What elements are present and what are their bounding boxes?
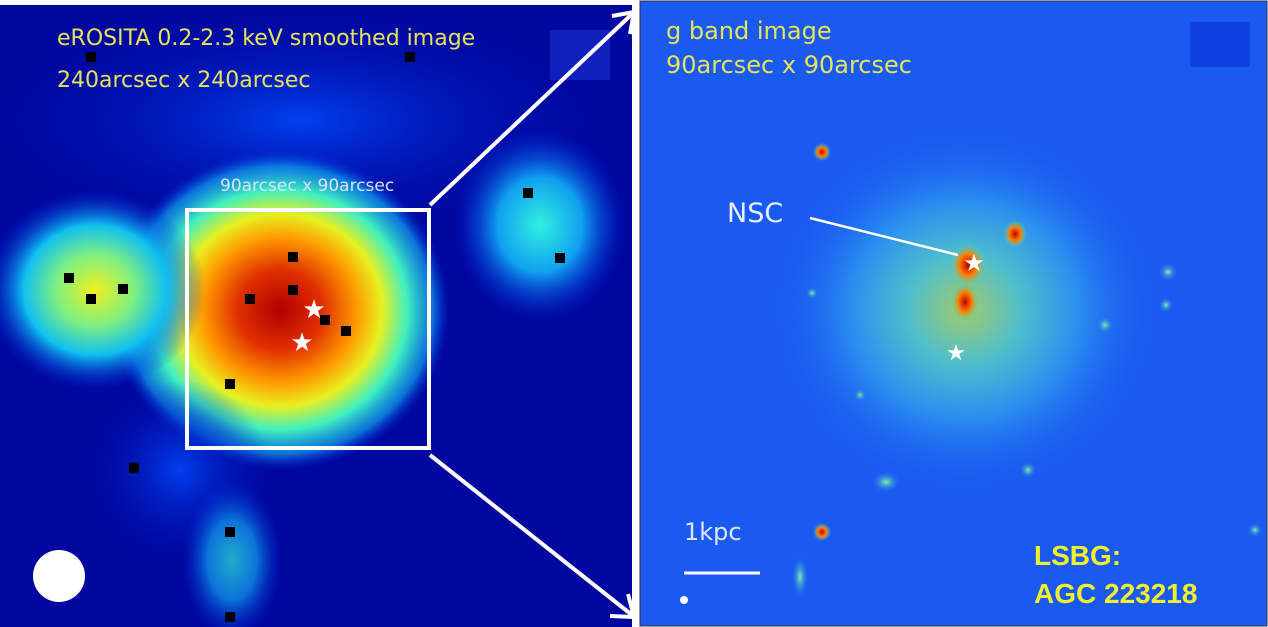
source-marker [64,273,74,283]
source-marker [86,52,96,62]
psf-dot [680,596,688,604]
source-marker [320,315,330,325]
source-marker [118,284,128,294]
source-marker [225,379,235,389]
gband-field-size: 90arcsec x 90arcsec [666,51,912,79]
object-name-label: AGC 223218 [1034,578,1198,609]
source-marker [225,527,235,537]
xray-title: eROSITA 0.2-2.3 keV smoothed image [57,26,476,51]
source-marker [555,253,565,263]
arrow-lower [428,453,634,617]
arrow-upper [428,12,634,207]
nsc-pointer-line [809,216,959,257]
source-marker [288,252,298,262]
zoom-box [185,208,431,450]
source-marker [86,294,96,304]
star-icon: ★ [963,249,985,277]
gband-title: g band image [666,17,832,45]
source-marker [129,463,139,473]
source-marker [225,612,235,622]
zoom-box-label: 90arcsec x 90arcsec [220,176,395,196]
nsc-label: NSC [727,198,784,229]
star-icon: ★ [302,295,325,325]
source-marker [523,188,533,198]
scale-label: 1kpc [684,518,742,546]
zoom-arrows [428,9,637,620]
object-type-label: LSBG: [1034,540,1122,571]
xray-image [0,5,632,627]
colorbar-patch [1190,22,1250,67]
colorbar-patch [550,30,610,80]
source-marker [245,294,255,304]
star-icon: ★ [290,328,313,358]
source-marker [341,326,351,336]
source-marker [288,285,298,295]
psf-circle [33,550,85,602]
g-band-image [639,0,1268,627]
star-icon: ★ [946,341,966,366]
source-markers [64,52,565,622]
xray-field-size: 240arcsec x 240arcsec [57,68,311,93]
source-marker [405,52,415,62]
